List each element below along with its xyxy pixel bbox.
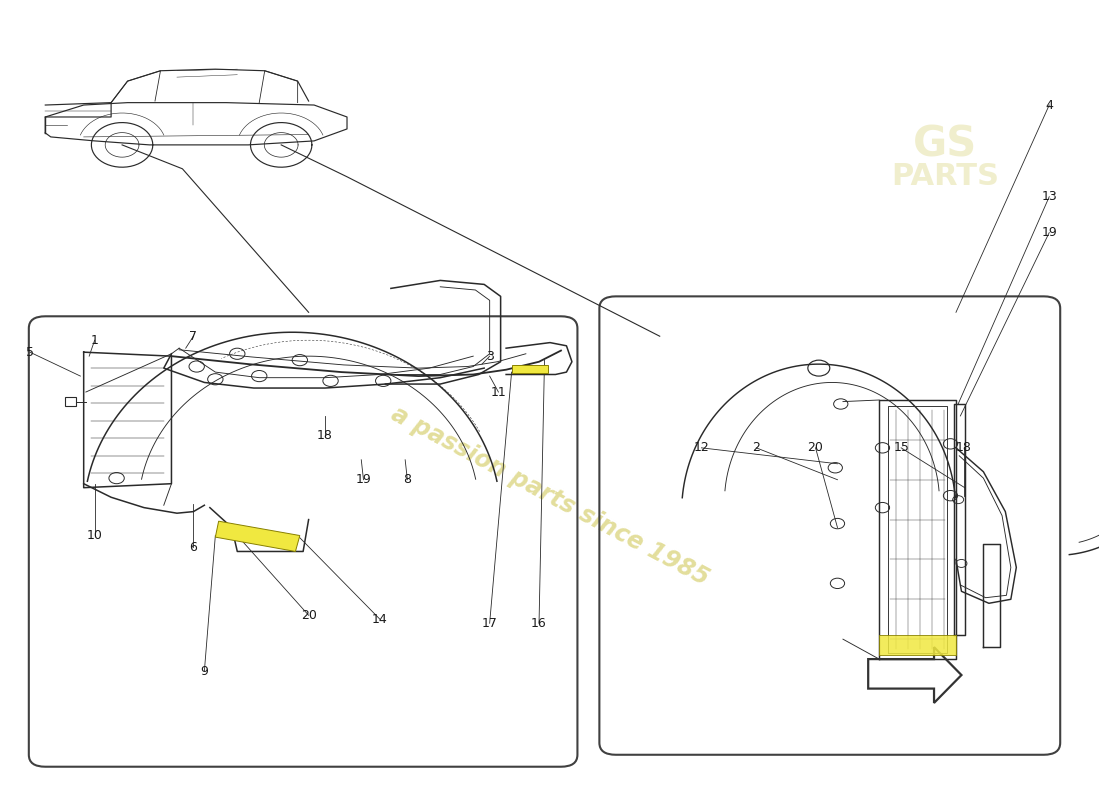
- Text: 9: 9: [200, 665, 208, 678]
- Text: 11: 11: [491, 386, 506, 398]
- Text: PARTS: PARTS: [891, 162, 999, 191]
- Text: 19: 19: [1042, 226, 1057, 239]
- Polygon shape: [216, 521, 300, 551]
- Text: 12: 12: [693, 442, 710, 454]
- Text: 20: 20: [300, 609, 317, 622]
- Text: 16: 16: [531, 617, 547, 630]
- Polygon shape: [512, 365, 548, 373]
- Text: 18: 18: [317, 430, 333, 442]
- Text: 3: 3: [486, 350, 494, 362]
- Text: 20: 20: [807, 442, 824, 454]
- Text: 1: 1: [90, 334, 99, 346]
- Text: 17: 17: [482, 617, 497, 630]
- Text: GS: GS: [913, 124, 977, 166]
- Text: 2: 2: [752, 442, 760, 454]
- Polygon shape: [879, 635, 956, 655]
- Text: 4: 4: [1045, 98, 1053, 111]
- Text: a passion parts since 1985: a passion parts since 1985: [387, 402, 713, 590]
- Text: 8: 8: [404, 474, 411, 486]
- Text: 7: 7: [189, 330, 197, 342]
- Text: 5: 5: [26, 346, 34, 358]
- Text: 10: 10: [87, 529, 102, 542]
- Text: 19: 19: [355, 474, 372, 486]
- Text: 14: 14: [372, 613, 388, 626]
- Text: 18: 18: [956, 442, 971, 454]
- Text: 13: 13: [1042, 190, 1057, 203]
- Text: 6: 6: [189, 541, 197, 554]
- Text: 15: 15: [893, 442, 909, 454]
